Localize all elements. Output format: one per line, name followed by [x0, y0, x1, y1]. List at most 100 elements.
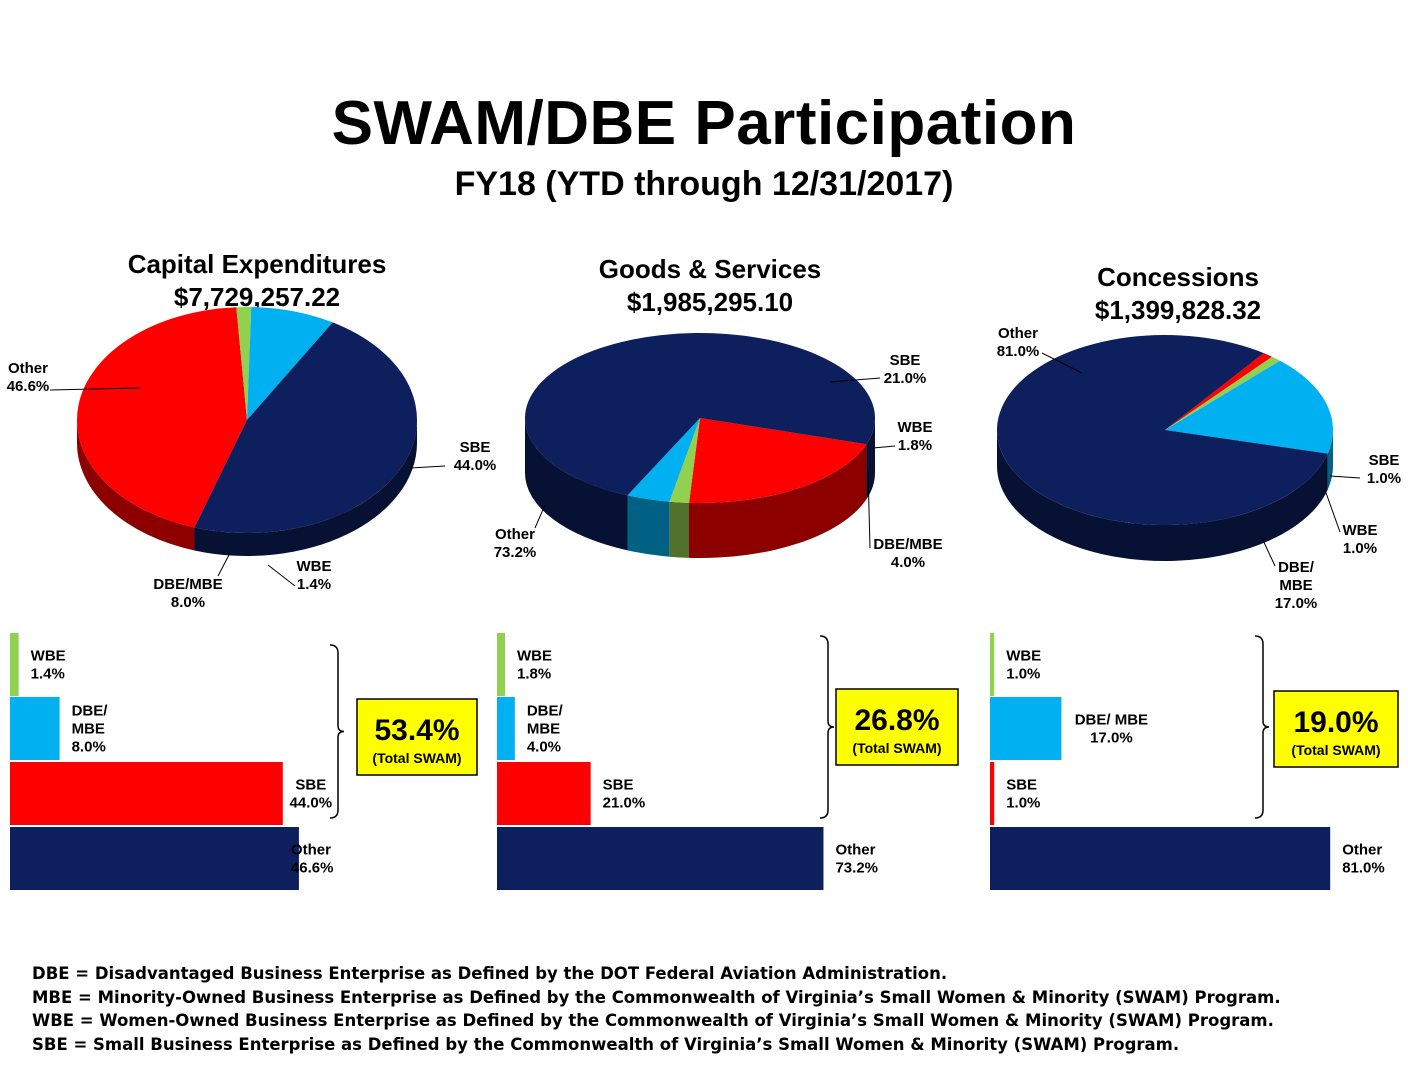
- bar-wbe: [497, 633, 506, 696]
- total-swam-value: 19.0%: [1293, 706, 1378, 739]
- pie-label-name: DBE/: [1278, 559, 1315, 576]
- bar-label: 44.0%: [290, 795, 333, 812]
- total-swam-label: (Total SWAM): [372, 750, 461, 766]
- bar-label: SBE: [295, 777, 326, 794]
- leader-line: [872, 445, 896, 449]
- pie-label-value: 44.0%: [454, 457, 497, 474]
- pie-label-name: DBE/MBE: [873, 536, 942, 553]
- bar-label: 81.0%: [1342, 860, 1385, 877]
- total-swam-value: 26.8%: [854, 704, 939, 737]
- total-swam-value: 53.4%: [374, 714, 459, 747]
- pie-side-dbe-mbe: [627, 495, 670, 557]
- total-swam-label: (Total SWAM): [852, 740, 941, 756]
- pie-slice-wbe: [236, 306, 252, 420]
- pie-slice-dbe-mbe: [1165, 360, 1333, 454]
- bar-label: 46.6%: [291, 860, 334, 877]
- bar-label: 1.0%: [1006, 795, 1040, 812]
- bar-label: DBE/ MBE: [1075, 712, 1148, 729]
- pie-slice-other: [524, 333, 875, 496]
- pie-slice-sbe: [689, 418, 867, 503]
- pie-side-sbe: [689, 444, 867, 558]
- bar-label: MBE: [527, 721, 560, 738]
- chart-subtitle: $1,399,828.32: [1095, 295, 1261, 325]
- pie-slice-other: [194, 322, 417, 533]
- pie-label-value: 8.0%: [171, 594, 205, 611]
- pie-slice-dbe-mbe: [247, 307, 333, 420]
- pie-label-name: Other: [998, 325, 1038, 342]
- pie-label-value: 73.2%: [494, 544, 537, 561]
- leader-line: [534, 504, 546, 529]
- bar-label: DBE/: [72, 703, 109, 720]
- pie-label-value: 46.6%: [7, 378, 50, 395]
- chart-title: Goods & Services: [599, 254, 822, 284]
- chart-title: Capital Expenditures: [128, 249, 387, 279]
- pie-label-name: WBE: [898, 419, 933, 436]
- bar-label: SBE: [1006, 777, 1037, 794]
- pie-label-name: WBE: [297, 558, 332, 575]
- pie-slice-dbe-mbe: [627, 418, 700, 502]
- bar-label: WBE: [1006, 648, 1041, 665]
- bar-label: DBE/: [527, 703, 564, 720]
- pie-side-other: [525, 418, 628, 551]
- leader-line: [829, 377, 881, 383]
- pie-sides: [525, 418, 875, 558]
- swam-brace: [1254, 635, 1270, 819]
- total-swam-label: (Total SWAM): [1291, 742, 1380, 758]
- pie-side-dbe-mbe: [1327, 430, 1333, 490]
- bar-label: 21.0%: [603, 795, 646, 812]
- footnote-mbe: MBE = Minority-Owned Business Enterprise…: [32, 987, 1281, 1007]
- bar-label: WBE: [517, 648, 552, 665]
- bar-dbe-mbe: [10, 697, 60, 760]
- pie-label-name: Other: [8, 360, 48, 377]
- leader-line: [267, 564, 296, 587]
- bar-sbe: [990, 762, 995, 825]
- bar-sbe: [10, 762, 283, 825]
- bar-label: 8.0%: [72, 739, 106, 756]
- bar-label: 1.8%: [517, 666, 551, 683]
- pie-slice-wbe: [669, 418, 700, 503]
- bar-wbe: [990, 633, 995, 696]
- pie-slice-other: [996, 334, 1328, 525]
- pie-label-value: 21.0%: [884, 370, 927, 387]
- pie-label-value: 4.0%: [891, 554, 925, 571]
- leader-line: [217, 552, 231, 577]
- bar-other: [10, 827, 299, 890]
- footnote-dbe: DBE = Disadvantaged Business Enterprise …: [32, 964, 948, 983]
- total-swam-box: [356, 698, 478, 776]
- page-title: SWAM/DBE Participation: [331, 89, 1077, 158]
- bar-label: WBE: [31, 648, 66, 665]
- bar-label: 1.4%: [31, 666, 65, 683]
- bar-dbe-mbe: [497, 697, 515, 760]
- bar-label: Other: [291, 842, 331, 859]
- pie-label-value: 81.0%: [997, 343, 1040, 360]
- pie-label-name: MBE: [1279, 577, 1312, 594]
- pie-slice-sbe: [77, 307, 247, 528]
- bar-sbe: [497, 762, 591, 825]
- bar-label: 17.0%: [1090, 730, 1133, 747]
- pie-side-other: [194, 420, 417, 556]
- chart-title: Concessions: [1097, 262, 1259, 292]
- pie-label-value: 1.0%: [1343, 540, 1377, 557]
- footnote-wbe: WBE = Women-Owned Business Enterprise as…: [32, 1011, 1274, 1030]
- chart-subtitle: $1,985,295.10: [627, 287, 793, 317]
- bar-label: Other: [1342, 842, 1382, 859]
- bar-other: [497, 827, 824, 890]
- bar-label: MBE: [72, 721, 105, 738]
- leader-line: [1329, 475, 1361, 479]
- bar-wbe: [10, 633, 19, 696]
- pie-side-other: [997, 430, 1328, 561]
- swam-brace: [819, 635, 835, 819]
- chart-concessions: Concessions$1,399,828.32SBE1.0%WBE1.0%DB…: [990, 262, 1401, 890]
- pie-slice-sbe: [1165, 353, 1273, 430]
- leader-line: [49, 387, 141, 391]
- bar-label: 4.0%: [527, 739, 561, 756]
